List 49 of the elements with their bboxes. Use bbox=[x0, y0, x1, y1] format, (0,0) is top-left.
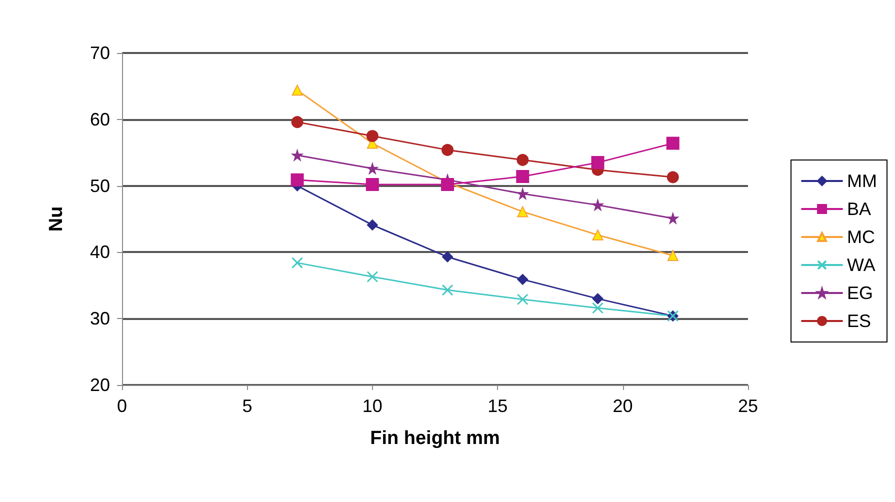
point bbox=[291, 116, 304, 128]
point bbox=[290, 173, 304, 186]
y-tick-label: 70 bbox=[90, 43, 110, 63]
point bbox=[442, 251, 454, 262]
legend-label: WA bbox=[847, 255, 876, 275]
point bbox=[442, 284, 454, 296]
x-tick-label: 5 bbox=[242, 396, 252, 416]
x-tick-label: 15 bbox=[488, 396, 508, 416]
y-tick-label: 50 bbox=[90, 176, 110, 196]
point bbox=[292, 84, 303, 96]
legend-label: MM bbox=[847, 171, 878, 191]
legend-label: BA bbox=[847, 199, 872, 219]
legend-label: EG bbox=[847, 283, 874, 303]
legend-label: ES bbox=[847, 311, 872, 331]
point bbox=[517, 206, 528, 218]
point bbox=[592, 302, 604, 314]
point bbox=[441, 178, 454, 191]
point bbox=[292, 257, 304, 269]
point bbox=[667, 250, 678, 262]
point bbox=[666, 171, 679, 184]
point bbox=[366, 271, 378, 283]
point bbox=[366, 219, 378, 230]
point bbox=[366, 163, 378, 174]
point bbox=[516, 154, 529, 166]
point bbox=[442, 144, 454, 156]
point bbox=[517, 274, 528, 285]
point bbox=[667, 212, 678, 224]
y-axis-title: Nu bbox=[46, 206, 67, 232]
y-tick-label: 60 bbox=[90, 109, 110, 130]
point bbox=[592, 200, 604, 211]
point bbox=[592, 229, 604, 240]
point bbox=[366, 130, 378, 142]
x-tick-label: 0 bbox=[116, 396, 128, 416]
point bbox=[591, 156, 604, 170]
y-tick-label: 40 bbox=[90, 242, 110, 262]
x-tick-label: 20 bbox=[612, 396, 633, 416]
x-tick-label: 25 bbox=[738, 396, 758, 416]
point bbox=[366, 178, 379, 191]
y-tick-label: 30 bbox=[90, 308, 110, 329]
point bbox=[292, 150, 303, 161]
y-tick-label: 20 bbox=[90, 375, 110, 395]
point bbox=[517, 188, 528, 200]
point bbox=[592, 293, 604, 304]
x-tick-label: 10 bbox=[362, 396, 382, 416]
x-axis-title: Fin height mm bbox=[370, 428, 500, 449]
legend-label: MC bbox=[847, 227, 876, 247]
point bbox=[516, 294, 528, 306]
point bbox=[516, 170, 530, 184]
point bbox=[666, 136, 680, 150]
